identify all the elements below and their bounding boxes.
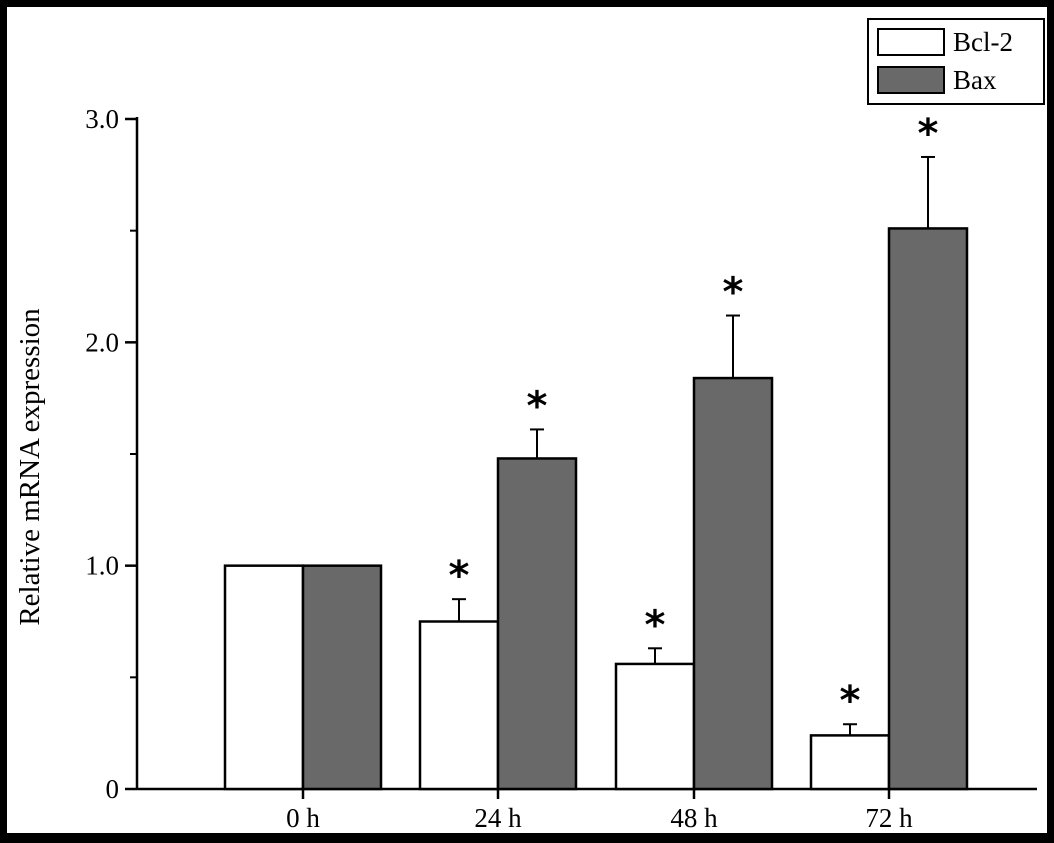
error-bars <box>452 155 935 736</box>
y-axis-title: Relative mRNA expression <box>14 308 46 626</box>
y-tick-label: 2.0 <box>85 327 119 357</box>
legend: Bcl-2 Bax <box>867 18 1045 105</box>
significance-star: * <box>645 602 666 648</box>
legend-label: Bax <box>953 65 997 95</box>
significance-star: * <box>918 111 939 157</box>
bar-chart: 01.02.03.0 0 h 24 h 48 h 72 h ****** Bcl-2B… <box>14 18 1045 833</box>
legend-swatch-bcl-2 <box>877 28 945 56</box>
y-axis: 0 1.0 2.0 3.0 <box>85 104 139 804</box>
significance-markers: * * * * * * <box>449 111 939 724</box>
y-tick-label: 1.0 <box>85 551 119 581</box>
x-tick-label: 0 h <box>286 803 320 833</box>
bar-bcl-2 <box>809 734 891 791</box>
legend-swatch-bax <box>877 66 945 94</box>
x-tick-label: 72 h <box>865 803 913 833</box>
bar-bax <box>692 376 774 791</box>
bar-bcl-2 <box>614 662 696 791</box>
bar-bcl-2 <box>223 564 305 791</box>
bar-bax <box>887 227 969 791</box>
legend-label: Bcl-2 <box>953 27 1013 57</box>
significance-star: * <box>723 270 744 316</box>
significance-star: * <box>449 553 470 599</box>
x-axis: 0 h 24 h 48 h 72 h <box>137 787 1037 833</box>
x-tick-label: 48 h <box>670 803 718 833</box>
y-tick-label: 3.0 <box>85 104 119 134</box>
x-tick-label: 24 h <box>474 803 522 833</box>
y-tick-label: 0 <box>106 774 120 804</box>
bar-bax <box>301 564 383 791</box>
chart-frame: 0 1.0 2.0 3.0 0 h 24 h 48 h 72 h * * * * * * Bcl-2 B… <box>7 7 1047 833</box>
significance-star: * <box>527 383 548 429</box>
bars <box>223 227 969 791</box>
bar-bcl-2 <box>418 620 500 791</box>
bar-bax <box>496 457 578 791</box>
significance-star: * <box>840 678 861 724</box>
